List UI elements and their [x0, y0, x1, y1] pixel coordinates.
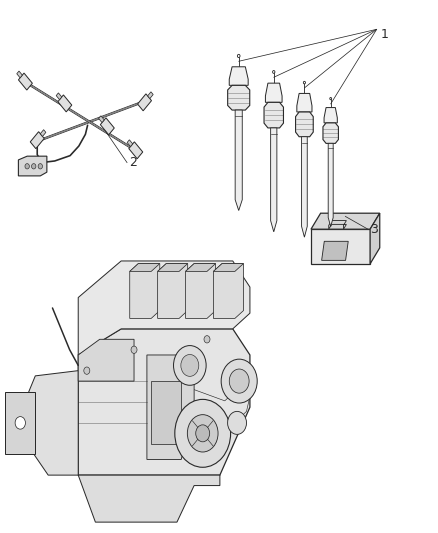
Polygon shape — [297, 93, 312, 112]
Circle shape — [237, 54, 240, 58]
Polygon shape — [186, 264, 215, 271]
Polygon shape — [56, 93, 62, 100]
Polygon shape — [30, 132, 44, 149]
Polygon shape — [78, 329, 250, 475]
Circle shape — [187, 415, 218, 452]
Text: 1: 1 — [381, 28, 389, 41]
Circle shape — [196, 425, 210, 442]
Circle shape — [204, 336, 210, 343]
Circle shape — [131, 346, 137, 353]
Polygon shape — [328, 143, 333, 227]
Circle shape — [15, 417, 25, 429]
Polygon shape — [158, 264, 187, 271]
Polygon shape — [129, 142, 143, 159]
Polygon shape — [264, 102, 283, 128]
Circle shape — [330, 98, 332, 100]
Polygon shape — [78, 261, 250, 355]
Circle shape — [272, 70, 275, 74]
Polygon shape — [147, 355, 194, 459]
Polygon shape — [311, 213, 380, 229]
Polygon shape — [265, 83, 282, 102]
Polygon shape — [148, 92, 153, 99]
Polygon shape — [27, 370, 78, 475]
Circle shape — [38, 164, 42, 169]
Polygon shape — [323, 123, 339, 143]
Polygon shape — [296, 112, 313, 136]
Polygon shape — [138, 94, 152, 111]
Polygon shape — [58, 95, 72, 112]
Polygon shape — [127, 140, 133, 147]
Circle shape — [229, 369, 249, 393]
Polygon shape — [213, 264, 244, 271]
Polygon shape — [17, 71, 22, 78]
Polygon shape — [78, 340, 134, 381]
Polygon shape — [324, 108, 337, 123]
Polygon shape — [229, 67, 248, 85]
Polygon shape — [228, 85, 250, 110]
Circle shape — [173, 345, 206, 385]
Circle shape — [181, 354, 199, 376]
Polygon shape — [158, 264, 187, 318]
Polygon shape — [18, 156, 47, 176]
Polygon shape — [40, 130, 46, 136]
Polygon shape — [311, 229, 370, 264]
Polygon shape — [78, 475, 220, 522]
Polygon shape — [99, 116, 104, 123]
Text: 2: 2 — [129, 156, 137, 169]
Polygon shape — [100, 118, 114, 135]
Circle shape — [84, 367, 90, 374]
Polygon shape — [186, 264, 215, 318]
Polygon shape — [5, 392, 35, 454]
Polygon shape — [321, 241, 348, 261]
Polygon shape — [130, 264, 160, 318]
Polygon shape — [130, 264, 160, 271]
Polygon shape — [302, 136, 307, 237]
Polygon shape — [271, 128, 277, 232]
Text: 3: 3 — [370, 223, 378, 236]
Circle shape — [304, 82, 305, 84]
Circle shape — [25, 164, 29, 169]
Polygon shape — [18, 73, 32, 90]
Circle shape — [228, 411, 247, 434]
Polygon shape — [213, 264, 244, 318]
Circle shape — [221, 359, 257, 403]
Circle shape — [175, 399, 230, 467]
Polygon shape — [151, 381, 181, 444]
Polygon shape — [328, 221, 346, 229]
Polygon shape — [370, 213, 380, 264]
Circle shape — [32, 164, 36, 169]
Polygon shape — [235, 110, 242, 211]
